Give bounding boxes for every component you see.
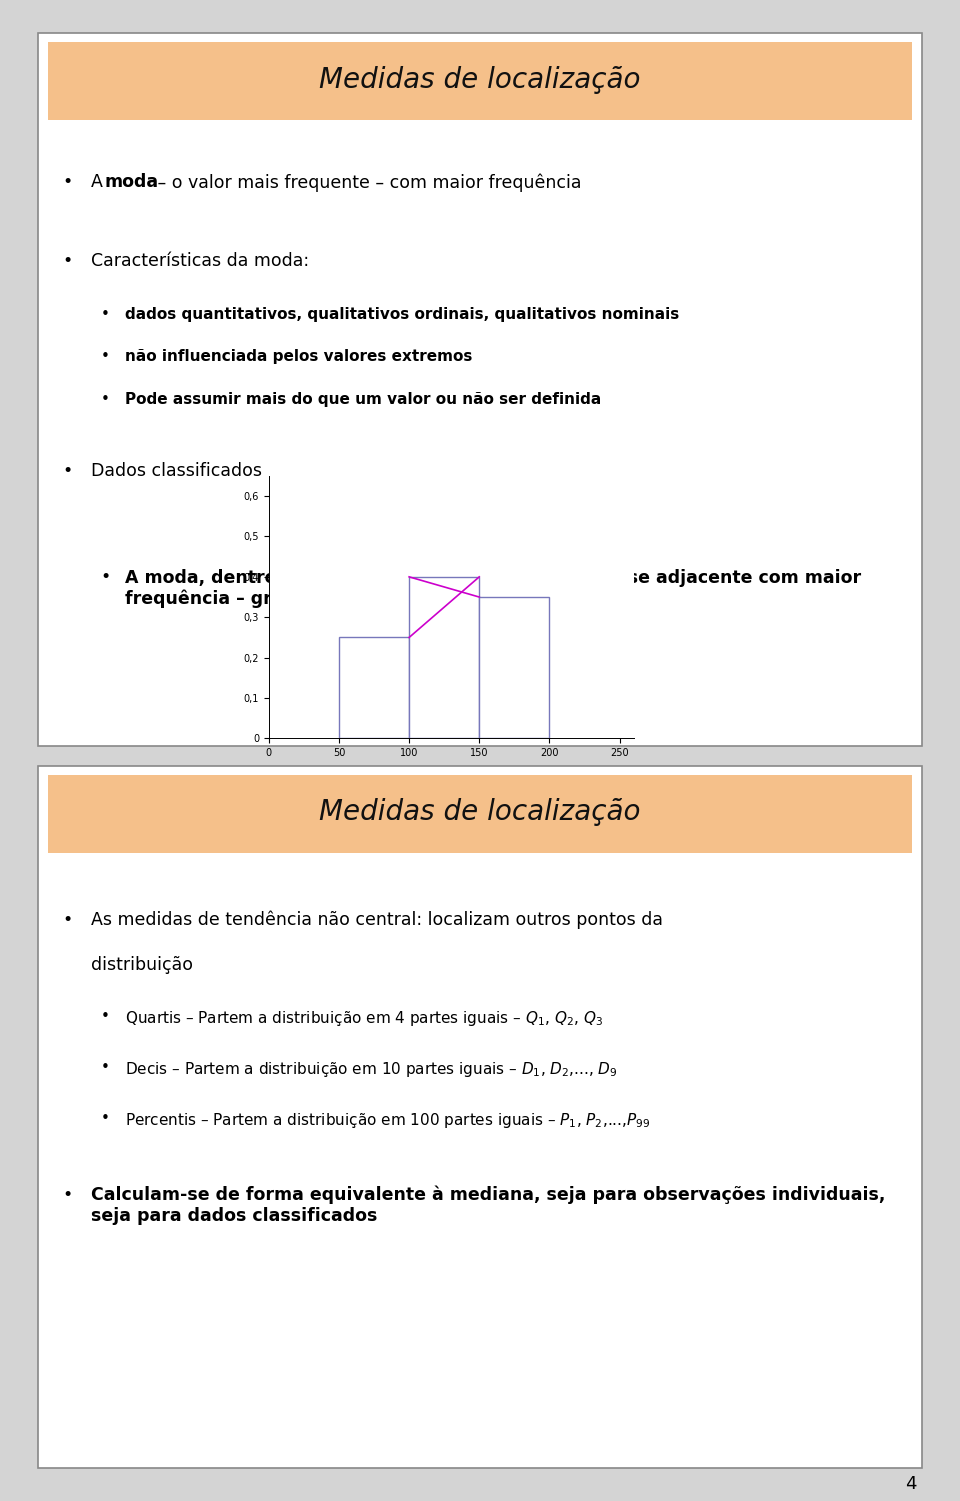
- Text: •: •: [62, 462, 73, 480]
- Text: – o valor mais frequente – com maior frequência: – o valor mais frequente – com maior fre…: [152, 173, 581, 192]
- Text: Dados classificados: Dados classificados: [91, 462, 262, 480]
- Text: •: •: [62, 1186, 73, 1204]
- Text: distribuição: distribuição: [91, 956, 193, 974]
- Text: •: •: [101, 392, 109, 407]
- Text: não influenciada pelos valores extremos: não influenciada pelos valores extremos: [125, 350, 472, 365]
- Text: •: •: [101, 569, 111, 587]
- Text: Percentis – Partem a distribuição em 100 partes iguais – $P_1$, $P_2$,...,$P_{99: Percentis – Partem a distribuição em 100…: [125, 1111, 650, 1130]
- Bar: [479, 597, 549, 738]
- Text: Medidas de localização: Medidas de localização: [320, 66, 640, 93]
- Text: A moda, dentro da classe modal, está perto da classe adjacente com maior
frequên: A moda, dentro da classe modal, está per…: [125, 569, 861, 608]
- Text: •: •: [101, 1111, 109, 1126]
- Text: Quartis – Partem a distribuição em 4 partes iguais – $Q_1$, $Q_2$, $Q_3$: Quartis – Partem a distribuição em 4 par…: [125, 1010, 603, 1028]
- Text: •: •: [62, 173, 73, 191]
- Text: Medidas de localização: Medidas de localização: [320, 799, 640, 826]
- Text: Mo = $l_1$(Mo) + $\frac{f(Mo+1)}{f(Mo-1)+f(Mo+1)}$ $d$(Mo): Mo = $l_1$(Mo) + $\frac{f(Mo+1)}{f(Mo-1)…: [346, 516, 570, 540]
- Text: Pode assumir mais do que um valor ou não ser definida: Pode assumir mais do que um valor ou não…: [125, 392, 601, 407]
- Text: Calculam-se de forma equivalente à mediana, seja para observações individuais,
s: Calculam-se de forma equivalente à media…: [91, 1186, 885, 1225]
- Text: Características da moda:: Características da moda:: [91, 252, 309, 270]
- Text: moda: moda: [105, 173, 158, 191]
- Text: 4: 4: [905, 1475, 917, 1493]
- Text: dados quantitativos, qualitativos ordinais, qualitativos nominais: dados quantitativos, qualitativos ordina…: [125, 306, 679, 321]
- Text: •: •: [101, 306, 109, 321]
- Text: Decis – Partem a distribuição em 10 partes iguais – $D_1$, $D_2$,..., $D_9$: Decis – Partem a distribuição em 10 part…: [125, 1060, 617, 1079]
- Text: •: •: [101, 1060, 109, 1075]
- Text: •: •: [62, 252, 73, 270]
- Text: •: •: [62, 911, 73, 929]
- Bar: [339, 638, 409, 738]
- Text: As medidas de tendência não central: localizam outros pontos da: As medidas de tendência não central: loc…: [91, 911, 663, 929]
- Text: A: A: [91, 173, 108, 191]
- Bar: [409, 576, 479, 738]
- Text: •: •: [101, 1010, 109, 1025]
- Text: •: •: [101, 350, 109, 365]
